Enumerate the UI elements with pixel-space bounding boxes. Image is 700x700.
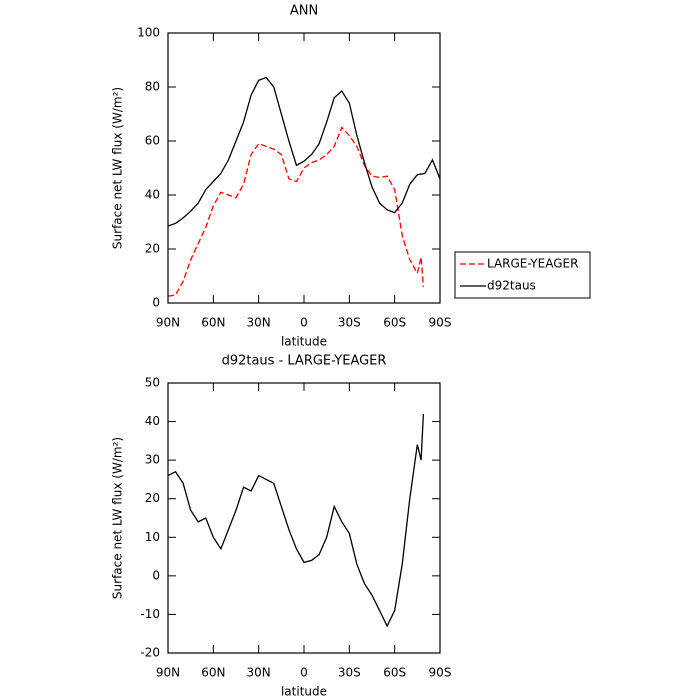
y-tick-label: 0 (152, 568, 160, 582)
x-axis-label: latitude (281, 335, 327, 349)
x-tick-label: 60N (201, 316, 225, 330)
y-tick-label: 40 (145, 188, 160, 202)
y-tick-label: 100 (137, 26, 160, 40)
y-tick-label: 10 (145, 530, 160, 544)
x-tick-label: 0 (300, 666, 308, 680)
x-tick-label: 60S (383, 666, 406, 680)
y-tick-label: 30 (145, 453, 160, 467)
plot-frame (167, 32, 441, 304)
data-line (167, 413, 425, 628)
x-tick-label: 60N (201, 666, 225, 680)
chart-title: d92taus - LARGE-YEAGER (222, 354, 387, 369)
y-tick-label: 60 (145, 134, 160, 148)
x-tick-label: 30N (247, 666, 271, 680)
x-tick-label: 90S (429, 666, 452, 680)
legend-box (454, 251, 591, 299)
y-tick-label: 80 (145, 80, 160, 94)
x-tick-label: 30N (247, 316, 271, 330)
chart-title: ANN (290, 4, 318, 19)
x-axis-label: latitude (281, 685, 327, 699)
x-tick-label: 0 (300, 316, 308, 330)
plot-frame (167, 382, 441, 654)
legend-label: LARGE-YEAGER (487, 257, 578, 271)
legend-label: d92taus (487, 279, 536, 293)
x-tick-label: 90S (429, 316, 452, 330)
x-tick-label: 30S (338, 666, 361, 680)
y-tick-label: 20 (145, 491, 160, 505)
x-tick-label: 90N (156, 666, 180, 680)
data-line (167, 76, 441, 227)
x-tick-label: 90N (156, 316, 180, 330)
y-tick-label: 50 (145, 376, 160, 390)
y-tick-label: 20 (145, 242, 160, 256)
y-axis-label: Surface net LW flux (W/m²) (111, 437, 125, 599)
y-tick-label: 0 (152, 296, 160, 310)
data-line (167, 126, 425, 297)
x-tick-label: 30S (338, 316, 361, 330)
x-tick-label: 60S (383, 316, 406, 330)
y-tick-label: 40 (145, 414, 160, 428)
y-tick-label: -10 (140, 607, 160, 621)
y-tick-label: -20 (140, 646, 160, 660)
y-axis-label: Surface net LW flux (W/m²) (111, 87, 125, 249)
